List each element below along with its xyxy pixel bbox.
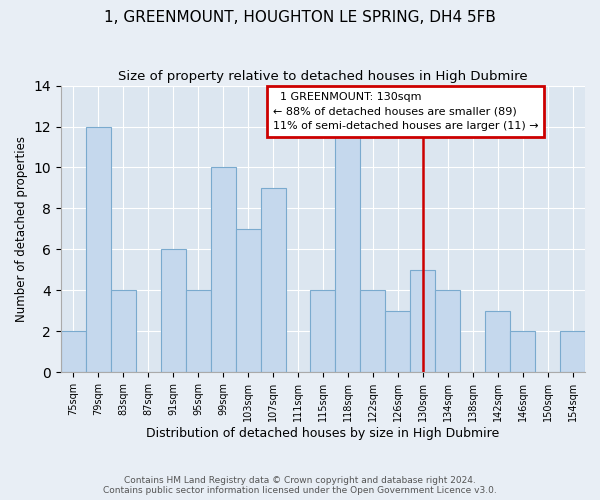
Y-axis label: Number of detached properties: Number of detached properties xyxy=(15,136,28,322)
Bar xyxy=(410,270,435,372)
Bar xyxy=(361,290,385,372)
Text: 1 GREENMOUNT: 130sqm
← 88% of detached houses are smaller (89)
11% of semi-detac: 1 GREENMOUNT: 130sqm ← 88% of detached h… xyxy=(273,92,539,132)
Bar xyxy=(335,126,361,372)
Bar xyxy=(185,290,211,372)
Bar xyxy=(86,126,111,372)
Bar xyxy=(310,290,335,372)
Bar xyxy=(161,250,185,372)
Title: Size of property relative to detached houses in High Dubmire: Size of property relative to detached ho… xyxy=(118,70,528,83)
Bar xyxy=(385,311,410,372)
X-axis label: Distribution of detached houses by size in High Dubmire: Distribution of detached houses by size … xyxy=(146,427,500,440)
Bar xyxy=(510,332,535,372)
Bar xyxy=(61,332,86,372)
Bar xyxy=(111,290,136,372)
Bar xyxy=(435,290,460,372)
Bar xyxy=(236,229,260,372)
Bar xyxy=(560,332,585,372)
Text: Contains HM Land Registry data © Crown copyright and database right 2024.
Contai: Contains HM Land Registry data © Crown c… xyxy=(103,476,497,495)
Bar xyxy=(260,188,286,372)
Text: 1, GREENMOUNT, HOUGHTON LE SPRING, DH4 5FB: 1, GREENMOUNT, HOUGHTON LE SPRING, DH4 5… xyxy=(104,10,496,25)
Bar xyxy=(485,311,510,372)
Bar xyxy=(211,168,236,372)
